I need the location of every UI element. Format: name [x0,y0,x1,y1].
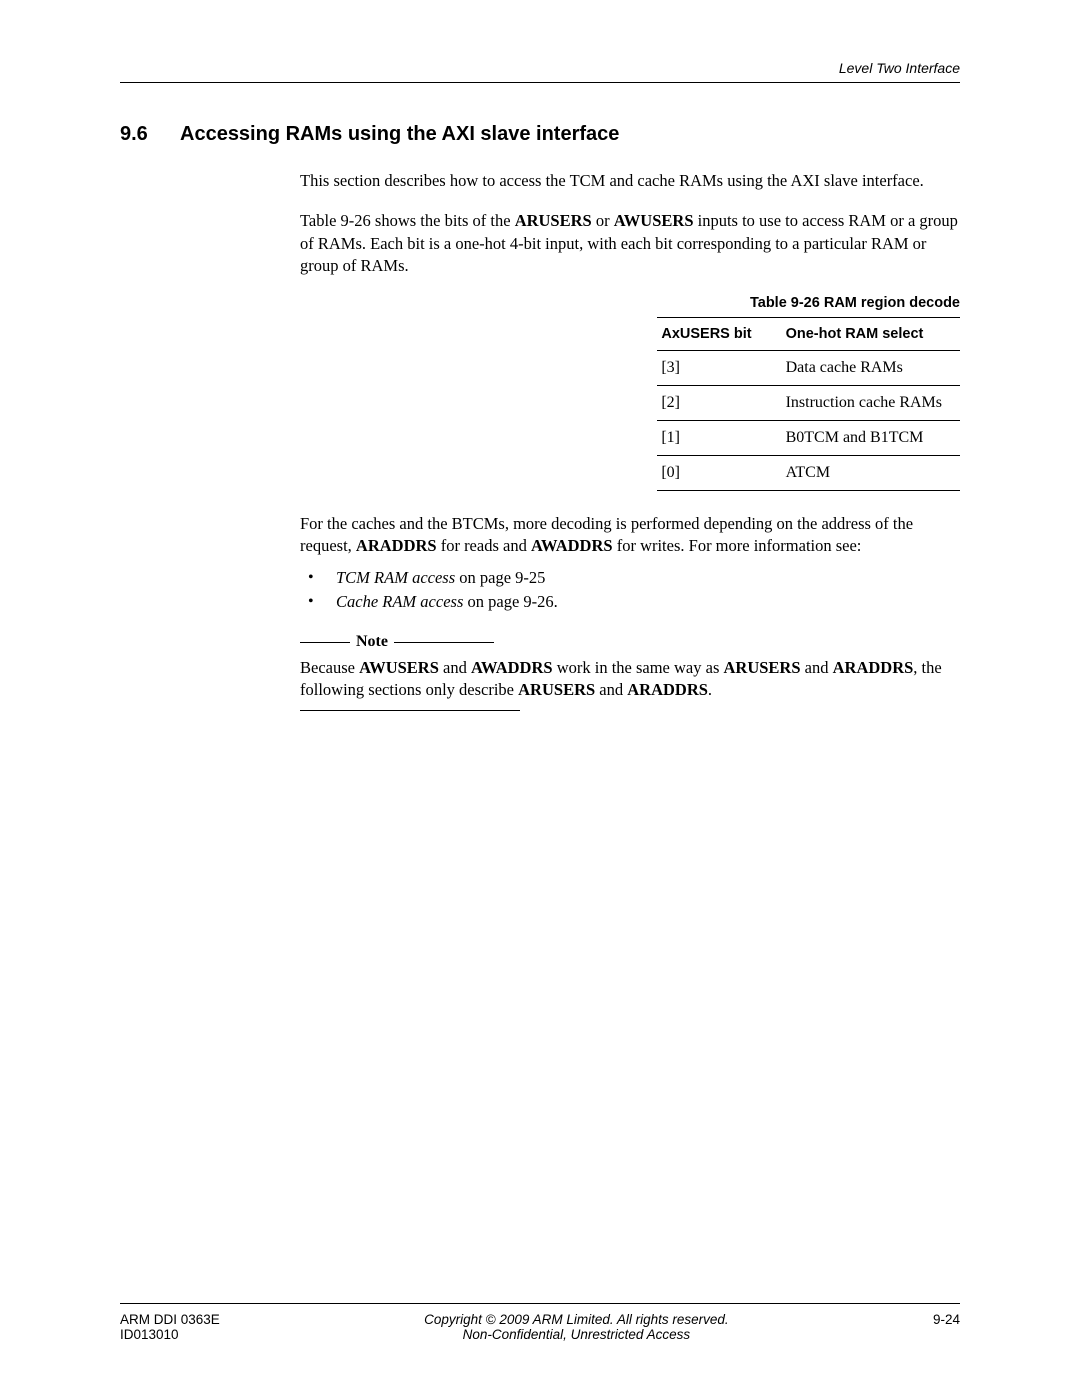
table-row: [1] B0TCM and B1TCM [657,421,960,456]
rule-icon [300,642,350,643]
signal-araddrs: ARADDRS [627,680,708,699]
page-content: Level Two Interface 9.6 Accessing RAMs u… [120,60,960,1337]
running-header: Level Two Interface [120,60,960,83]
footer-center: Copyright © 2009 ARM Limited. All rights… [220,1312,933,1342]
col-header: AxUSERS bit [657,318,781,351]
xref-link[interactable]: TCM RAM access [336,568,455,587]
cell: [2] [657,386,781,421]
signal-awusers: AWUSERS [359,658,439,677]
page-number: 9-24 [933,1312,960,1327]
doc-subid: ID013010 [120,1327,220,1342]
table-row: [0] ATCM [657,456,960,491]
body-area: This section describes how to access the… [300,170,960,711]
xref-link[interactable]: Cache RAM access [336,592,463,611]
page-footer: ARM DDI 0363E ID013010 Copyright © 2009 … [120,1303,960,1342]
doc-id: ARM DDI 0363E [120,1312,220,1327]
text: and [801,658,833,677]
signal-araddrs: ARADDRS [356,536,437,555]
text: for reads and [437,536,531,555]
post-table-paragraph: For the caches and the BTCMs, more decod… [300,513,960,558]
signal-awaddrs: AWADDRS [471,658,553,677]
cell: Data cache RAMs [782,351,960,386]
signal-arusers: ARUSERS [518,680,595,699]
section-number: 9.6 [120,123,180,146]
table-row: [3] Data cache RAMs [657,351,960,386]
cell: [1] [657,421,781,456]
cell: [0] [657,456,781,491]
text: on page 9-25 [455,568,545,587]
table-header-row: AxUSERS bit One-hot RAM select [657,318,960,351]
text: and [439,658,471,677]
text: on page 9-26. [463,592,557,611]
footer-left: ARM DDI 0363E ID013010 [120,1312,220,1342]
intro-paragraph-2: Table 9-26 shows the bits of the ARUSERS… [300,210,960,277]
table-row: [2] Instruction cache RAMs [657,386,960,421]
signal-awusers: AWUSERS [614,211,694,230]
ram-region-decode-table: AxUSERS bit One-hot RAM select [3] Data … [657,317,960,491]
reference-list: TCM RAM access on page 9-25 Cache RAM ac… [300,566,960,616]
signal-araddrs: ARADDRS [833,658,914,677]
cell: ATCM [782,456,960,491]
footer-rule-icon [120,1303,960,1304]
text: and [595,680,627,699]
rule-icon [300,710,520,711]
copyright: Copyright © 2009 ARM Limited. All rights… [220,1312,933,1327]
list-item: TCM RAM access on page 9-25 [300,566,960,591]
section-title: Accessing RAMs using the AXI slave inter… [180,123,619,146]
text: Table 9-26 shows the bits of the [300,211,515,230]
footer-right: 9-24 [933,1312,960,1342]
cell: Instruction cache RAMs [782,386,960,421]
note-block: Note Because AWUSERS and AWADDRS work in… [300,633,960,711]
text: . [708,680,712,699]
cell: B0TCM and B1TCM [782,421,960,456]
text: work in the same way as [553,658,724,677]
section-heading: 9.6 Accessing RAMs using the AXI slave i… [120,123,960,146]
col-header: One-hot RAM select [782,318,960,351]
text: Because [300,658,359,677]
intro-paragraph-1: This section describes how to access the… [300,170,960,192]
note-text: Because AWUSERS and AWADDRS work in the … [300,657,960,702]
text: or [592,211,614,230]
signal-arusers: ARUSERS [724,658,801,677]
signal-arusers: ARUSERS [515,211,592,230]
rule-icon [394,642,494,643]
text: for writes. For more information see: [613,536,862,555]
list-item: Cache RAM access on page 9-26. [300,590,960,615]
table-caption: Table 9-26 RAM region decode [300,295,960,311]
note-label: Note [356,633,388,651]
note-header: Note [300,633,960,651]
cell: [3] [657,351,781,386]
classification: Non-Confidential, Unrestricted Access [220,1327,933,1342]
signal-awaddrs: AWADDRS [531,536,613,555]
